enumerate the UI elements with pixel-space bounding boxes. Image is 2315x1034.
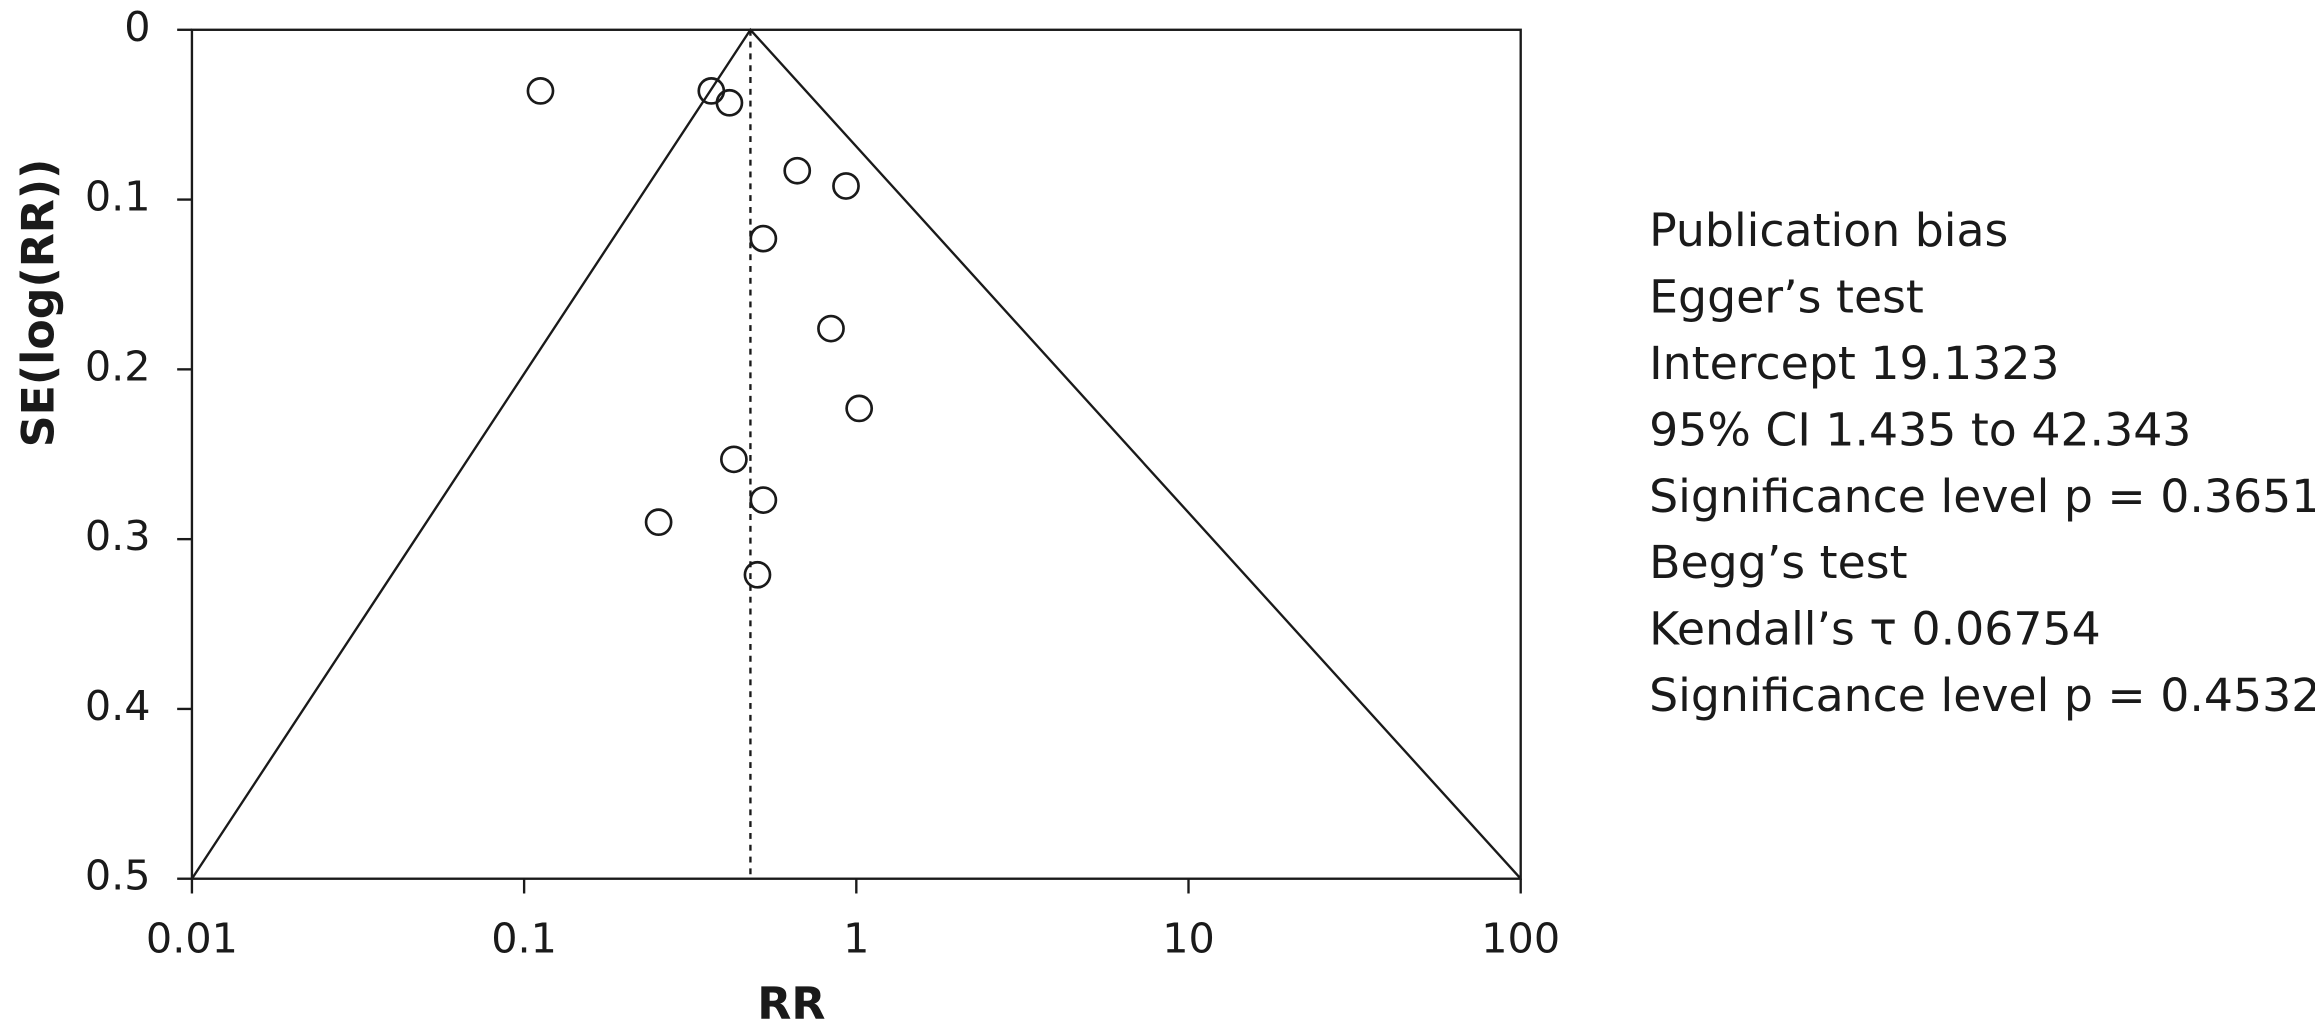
y-tick-label: 0.4 xyxy=(85,682,151,730)
x-tick-label: 0.1 xyxy=(491,915,557,963)
x-tick-label: 1 xyxy=(843,915,869,963)
annotation-line: Significance level p = 0.3651 xyxy=(1649,470,2315,523)
study-point xyxy=(749,486,778,514)
y-tick-label: 0.1 xyxy=(85,173,151,221)
study-point xyxy=(845,394,874,423)
annotation-line: Kendall’s τ 0.06754 xyxy=(1649,603,2101,656)
x-tick-label: 0.01 xyxy=(146,915,238,963)
x-tick-label: 100 xyxy=(1481,915,1560,963)
y-tick-label: 0.3 xyxy=(85,512,151,560)
y-axis-label: SE(log(RR)) xyxy=(13,159,64,448)
annotation-line: 95% CI 1.435 to 42.343 xyxy=(1649,403,2191,456)
annotation-line: Egger’s test xyxy=(1649,270,1924,323)
study-point xyxy=(720,445,748,474)
x-tick-label: 10 xyxy=(1162,915,1215,963)
study-point xyxy=(832,172,860,200)
plot-frame xyxy=(190,28,1522,880)
annotation-line: Publication bias xyxy=(1649,204,2008,257)
annotation-line: Begg’s test xyxy=(1649,536,1907,589)
study-point xyxy=(783,156,812,185)
y-tick-label: 0.2 xyxy=(85,342,151,390)
study-point xyxy=(526,77,555,105)
annotation-line: Intercept 19.1323 xyxy=(1649,337,2059,390)
study-point xyxy=(817,314,845,343)
study-point xyxy=(749,224,778,253)
funnel xyxy=(190,27,1522,880)
y-tick-label: 0.5 xyxy=(85,852,151,900)
study-point xyxy=(743,560,772,589)
x-axis-label: RR xyxy=(757,979,825,1030)
study-point xyxy=(715,88,744,117)
study-point xyxy=(644,508,673,537)
annotation-line: Significance level p = 0.4532 xyxy=(1649,669,2315,722)
y-tick-label: 0 xyxy=(124,3,150,51)
